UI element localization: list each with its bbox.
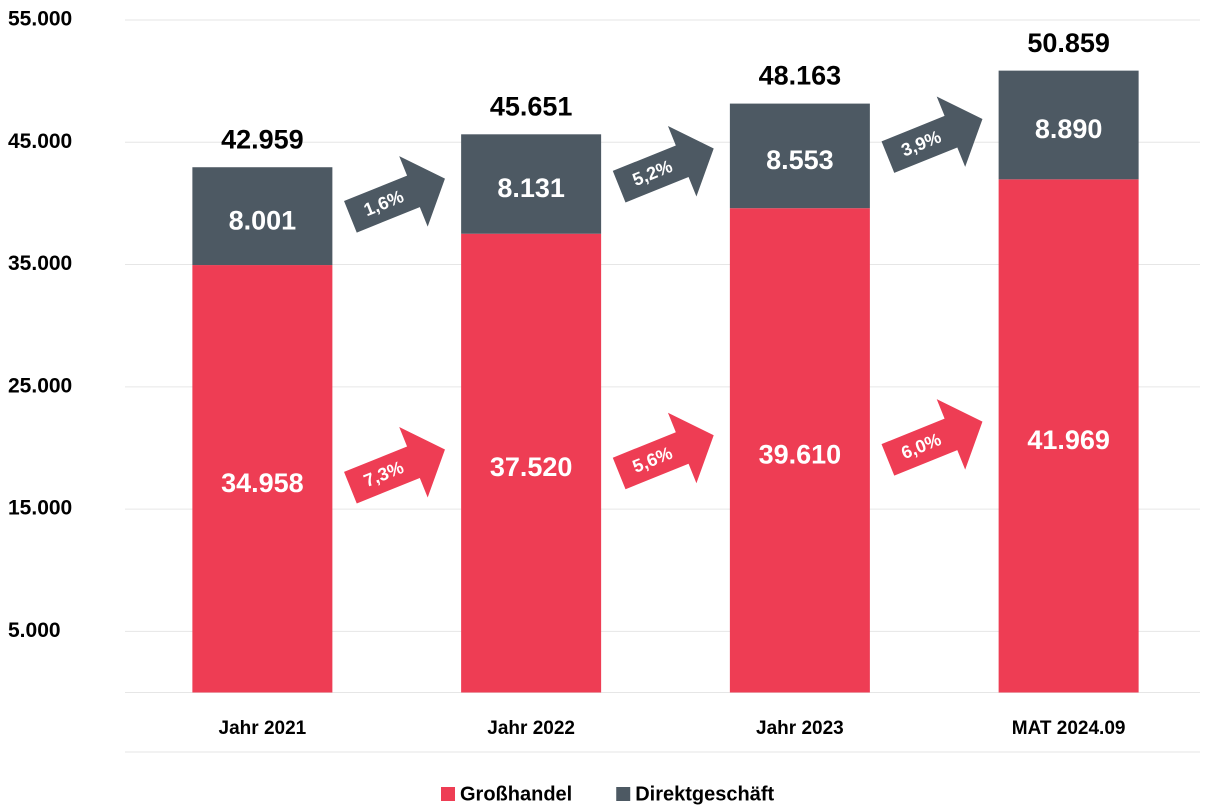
y-tick-label: 5.000 xyxy=(8,619,61,642)
bar-segment xyxy=(729,103,870,209)
legend-swatch xyxy=(441,787,455,801)
growth-arrow: 5,2% xyxy=(612,125,714,203)
data-label: 39.610 xyxy=(759,439,842,469)
bar-segment xyxy=(998,70,1139,180)
data-label: 41.969 xyxy=(1027,425,1110,455)
y-tick-label: 55.000 xyxy=(8,8,72,31)
arrow-shape xyxy=(881,96,983,173)
arrow-shape xyxy=(612,125,714,203)
x-tick-label: Jahr 2021 xyxy=(219,718,307,739)
data-label: 34.958 xyxy=(221,468,304,498)
growth-arrow: 5,6% xyxy=(612,412,714,490)
bar-segment xyxy=(192,265,333,693)
bar-segment xyxy=(461,134,602,234)
data-label: 8.131 xyxy=(497,173,565,203)
arrow-shape xyxy=(344,156,445,233)
x-tick-label: Jahr 2023 xyxy=(756,718,844,739)
x-tick-label: MAT 2024.09 xyxy=(1012,718,1126,739)
data-label: 8.890 xyxy=(1035,114,1103,144)
legend-swatch xyxy=(616,787,631,801)
bar-segment xyxy=(998,179,1139,693)
data-label: 8.001 xyxy=(229,205,297,235)
arrow-shape xyxy=(344,426,445,504)
growth-arrow: 7,3% xyxy=(344,426,445,504)
data-label: 8.553 xyxy=(766,145,834,175)
bar-segment xyxy=(192,167,333,266)
y-tick-label: 35.000 xyxy=(8,252,72,275)
y-tick-label: 45.000 xyxy=(8,130,72,153)
total-label: 50.859 xyxy=(1027,28,1110,58)
x-tick-label: Jahr 2022 xyxy=(487,718,575,739)
y-tick-label: 25.000 xyxy=(8,374,72,397)
y-tick-label: 15.000 xyxy=(8,497,72,520)
bar-segment xyxy=(461,233,602,693)
legend-label: Großhandel xyxy=(460,783,572,805)
growth-arrow: 3,9% xyxy=(881,96,983,173)
bar-segment xyxy=(729,208,870,693)
growth-arrow: 1,6% xyxy=(344,156,445,233)
growth-arrow: 6,0% xyxy=(881,399,983,476)
legend-label: Direktgeschäft xyxy=(635,783,774,805)
arrow-shape xyxy=(612,412,714,490)
total-label: 45.651 xyxy=(490,91,573,121)
data-label: 37.520 xyxy=(490,452,573,482)
total-label: 42.959 xyxy=(221,124,304,154)
total-label: 48.163 xyxy=(759,61,842,91)
arrow-shape xyxy=(881,399,983,476)
